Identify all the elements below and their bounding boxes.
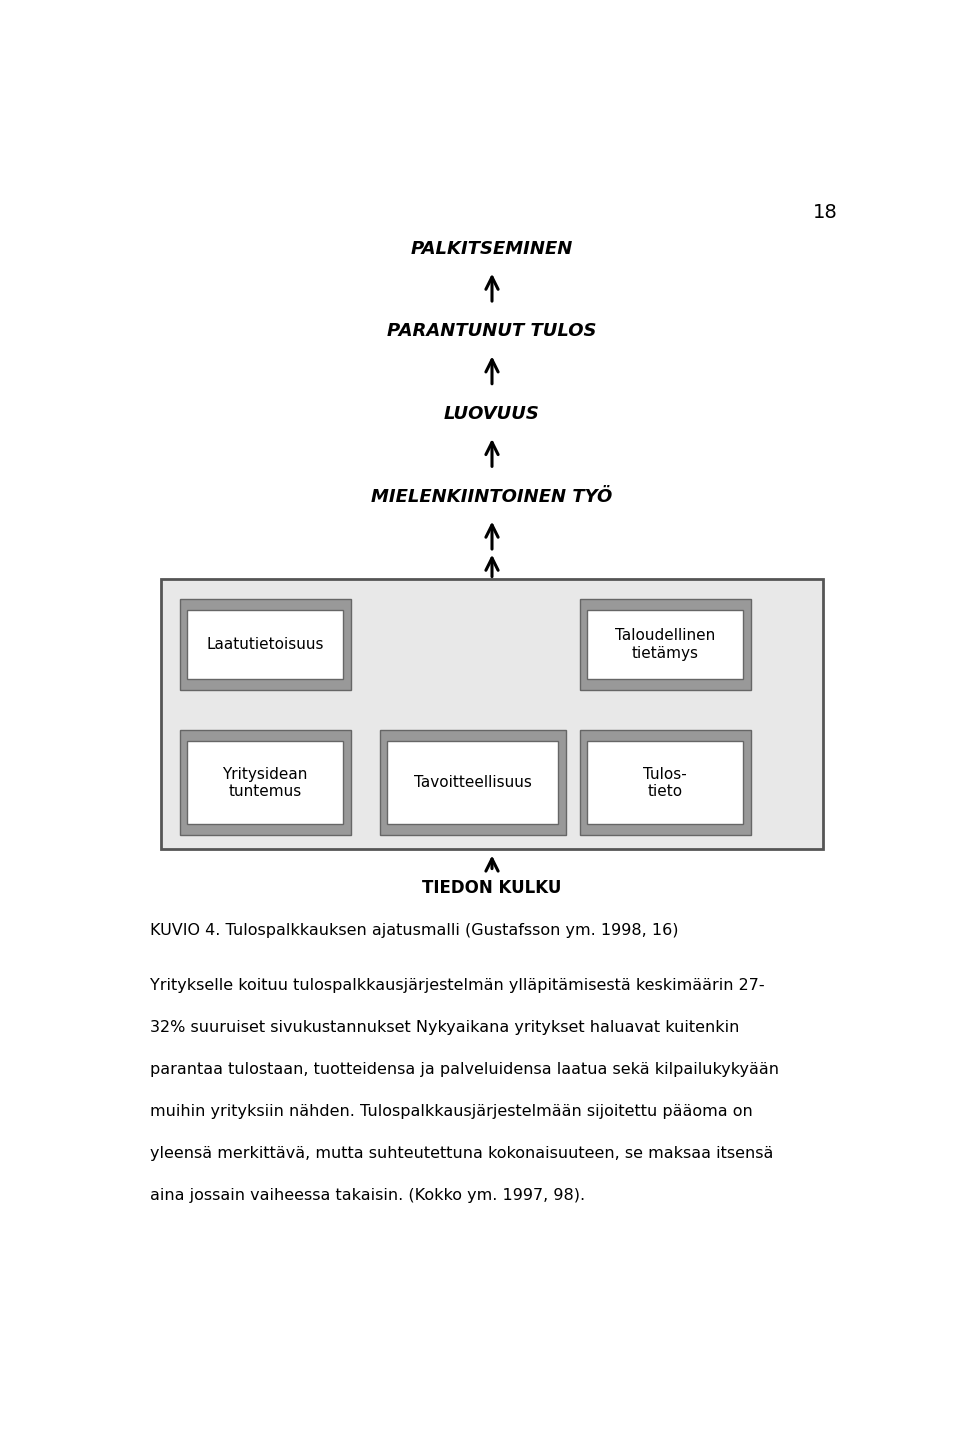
Text: aina jossain vaiheessa takaisin. (Kokko ym. 1997, 98).: aina jossain vaiheessa takaisin. (Kokko … (150, 1188, 585, 1202)
FancyBboxPatch shape (588, 741, 743, 824)
Text: muihin yrityksiin nähden. Tulospalkkausjärjestelmään sijoitettu pääoma on: muihin yrityksiin nähden. Tulospalkkausj… (150, 1103, 753, 1119)
Text: LUOVUUS: LUOVUUS (444, 405, 540, 424)
FancyBboxPatch shape (180, 600, 350, 690)
FancyBboxPatch shape (187, 741, 344, 824)
FancyBboxPatch shape (588, 610, 743, 678)
Text: PALKITSEMINEN: PALKITSEMINEN (411, 240, 573, 258)
Text: Tavoitteellisuus: Tavoitteellisuus (414, 776, 532, 790)
Text: KUVIO 4. Tulospalkkauksen ajatusmalli (Gustafsson ym. 1998, 16): KUVIO 4. Tulospalkkauksen ajatusmalli (G… (150, 923, 679, 939)
FancyBboxPatch shape (387, 741, 558, 824)
Text: TIEDON KULKU: TIEDON KULKU (422, 879, 562, 897)
Text: Yritykselle koituu tulospalkkausjärjestelmän ylläpitämisestä keskimäärin 27-: Yritykselle koituu tulospalkkausjärjeste… (150, 979, 764, 993)
FancyBboxPatch shape (180, 730, 350, 836)
Text: MIELENKIINTOINEN TYÖ: MIELENKIINTOINEN TYÖ (372, 488, 612, 505)
FancyBboxPatch shape (580, 600, 751, 690)
FancyBboxPatch shape (187, 610, 344, 678)
Text: Taloudellinen
tietämys: Taloudellinen tietämys (615, 628, 715, 661)
Text: PARANTUNUT TULOS: PARANTUNUT TULOS (387, 322, 597, 341)
Text: Tulos-
tieto: Tulos- tieto (643, 767, 687, 798)
Text: yleensä merkittävä, mutta suhteutettuna kokonaisuuteen, se maksaa itsensä: yleensä merkittävä, mutta suhteutettuna … (150, 1146, 773, 1161)
FancyBboxPatch shape (379, 730, 565, 836)
FancyBboxPatch shape (580, 730, 751, 836)
FancyBboxPatch shape (161, 580, 823, 850)
Text: Laatutietoisuus: Laatutietoisuus (206, 637, 324, 653)
Text: 18: 18 (813, 203, 838, 222)
Text: 32% suuruiset sivukustannukset Nykyaikana yritykset haluavat kuitenkin: 32% suuruiset sivukustannukset Nykyaikan… (150, 1020, 739, 1035)
Text: Yritysidean
tuntemus: Yritysidean tuntemus (223, 767, 308, 798)
Text: parantaa tulostaan, tuotteidensa ja palveluidensa laatua sekä kilpailukykyään: parantaa tulostaan, tuotteidensa ja palv… (150, 1062, 779, 1078)
